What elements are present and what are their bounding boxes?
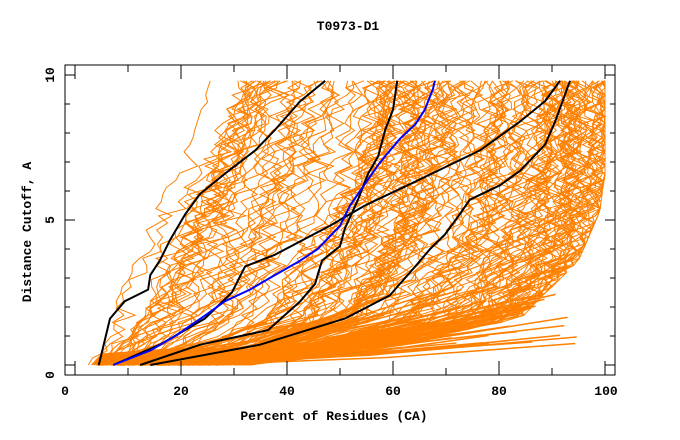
model-curve: [167, 80, 398, 366]
x-tick-label: 60: [385, 384, 401, 399]
y-tick-label: 0: [43, 371, 58, 379]
model-curve: [125, 80, 302, 366]
model-curve: [127, 80, 301, 366]
model-curve: [105, 80, 255, 366]
model-curve: [247, 80, 585, 366]
model-curve: [126, 80, 340, 366]
model-curve: [141, 80, 363, 366]
model-curve: [160, 80, 396, 366]
model-curve: [228, 80, 549, 366]
chart-title: T0973-D1: [317, 19, 380, 34]
model-curve: [203, 80, 499, 366]
model-curve: [209, 80, 544, 366]
model-curve: [225, 80, 550, 366]
model-curve: [126, 80, 318, 366]
model-curve: [221, 80, 547, 366]
model-curve: [125, 80, 319, 366]
blue-curve: [112, 80, 436, 366]
model-curve: [240, 80, 571, 366]
model-curve: [116, 80, 289, 366]
y-axis-label: Distance Cutoff, A: [20, 162, 35, 303]
model-curve: [249, 80, 606, 366]
model-curve: [144, 80, 339, 366]
model-curve: [210, 80, 506, 366]
model-curve: [122, 80, 272, 366]
x-tick-label: 0: [61, 384, 69, 399]
model-curve: [176, 80, 430, 366]
model-curve: [187, 80, 427, 366]
x-tick-label: 40: [279, 384, 295, 399]
model-curve: [103, 80, 256, 366]
model-curve: [202, 80, 509, 366]
model-curve: [159, 80, 404, 366]
x-axis-ticks: 0 20 40 60 80 100: [61, 65, 618, 399]
model-curve: [241, 80, 606, 366]
x-axis-label: Percent of Residues (CA): [240, 409, 427, 424]
y-axis-ticks: 0 5 10: [43, 67, 615, 379]
model-curve: [171, 80, 419, 366]
model-curve: [101, 80, 271, 366]
x-tick-label: 20: [173, 384, 189, 399]
y-tick-label: 5: [43, 216, 58, 224]
black-curve-4: [150, 80, 571, 366]
model-curve: [131, 80, 313, 366]
model-curve: [197, 80, 504, 366]
model-curve: [87, 80, 211, 366]
black-curve-3: [139, 80, 399, 366]
x-tick-label: 80: [491, 384, 507, 399]
model-curve: [186, 80, 459, 366]
model-curve: [106, 80, 283, 366]
model-curve: [128, 80, 341, 366]
black-curve-1: [97, 80, 326, 366]
highlight-series: [97, 80, 571, 366]
background-models: [87, 80, 607, 366]
model-curve: [152, 80, 387, 366]
model-dense-band: [90, 347, 394, 365]
model-curve: [163, 80, 411, 366]
model-curve: [134, 80, 335, 366]
model-curve: [235, 80, 576, 366]
model-curve: [183, 80, 441, 366]
y-tick-label: 10: [43, 67, 58, 83]
model-curve: [161, 80, 389, 366]
black-curve-2: [112, 80, 561, 366]
x-tick-label: 100: [594, 384, 618, 399]
model-curve: [96, 80, 258, 366]
model-curve: [140, 80, 322, 366]
model-curve: [152, 80, 380, 366]
